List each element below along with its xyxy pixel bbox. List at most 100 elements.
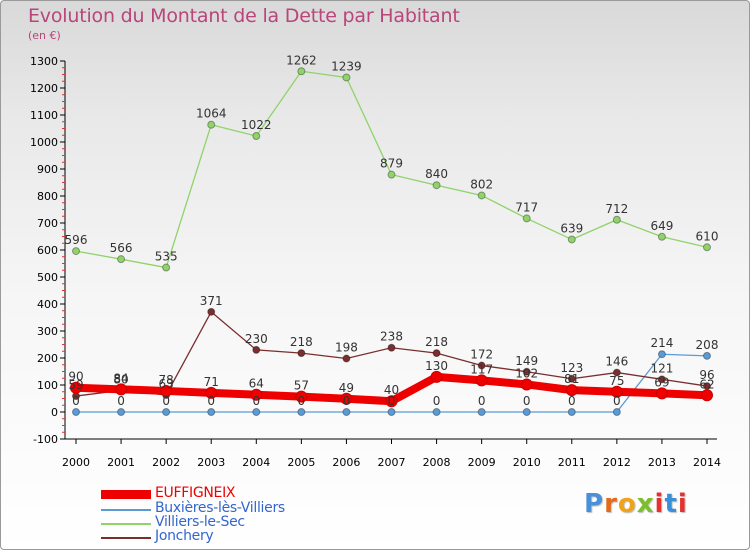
y-tick-label: -100 [33,433,58,446]
data-label: 121 [650,361,673,375]
x-tick-label: 2013 [648,456,676,469]
y-tick-label: 200 [37,352,58,365]
legend-swatch-buxieres [101,509,151,511]
data-label: 0 [162,394,170,408]
x-tick-label: 2009 [468,456,496,469]
data-point [387,170,396,179]
y-tick-label: 1200 [30,82,58,95]
legend-swatch-euffigneix [101,490,151,499]
y-tick-label: 100 [37,379,58,392]
data-point [520,378,533,391]
data-label: 0 [298,394,306,408]
x-tick-label: 2014 [693,456,721,469]
data-point [612,408,621,416]
data-point [610,385,623,398]
data-label: 0 [478,394,486,408]
data-point [117,255,126,264]
x-tick-label: 2012 [603,456,631,469]
data-label: 172 [470,348,493,362]
logo-letter: o [617,489,637,519]
data-label: 208 [696,338,719,352]
legend-label-buxieres: Buxières-lès-Villiers [155,500,285,516]
data-point [477,361,486,370]
x-tick-label: 2004 [242,456,270,469]
data-label: 238 [380,330,403,344]
y-tick-label: 500 [37,271,58,284]
y-tick-label: 1000 [30,136,58,149]
data-label: 879 [380,157,403,171]
data-label: 840 [425,167,448,181]
legend-label-villiers: Villiers-le-Sec [155,514,245,530]
data-point [565,384,578,397]
data-label: 64 [249,377,264,391]
data-point [162,263,171,272]
data-point [250,388,263,401]
data-label: 81 [564,372,579,386]
y-tick-label: 800 [37,190,58,203]
data-point [655,387,668,400]
data-point [522,214,531,223]
data-label: 371 [200,294,223,308]
data-point [342,354,351,363]
data-point [72,408,80,416]
logo-letter: i [654,489,665,519]
legend-label-euffigneix: EUFFIGNEIX [155,485,236,501]
x-tick-label: 2008 [423,456,451,469]
data-point [657,375,666,384]
data-label: 0 [613,394,621,408]
data-point [477,408,486,416]
data-point [657,350,666,359]
chart-title: Evolution du Montant de la Dette par Hab… [28,5,460,27]
data-point [432,181,441,190]
y-tick-label: 0 [51,406,58,419]
data-point [117,408,126,416]
x-tick-label: 2001 [107,456,135,469]
data-label: 0 [433,394,441,408]
data-label: 84 [113,371,128,385]
data-label: 198 [335,341,358,355]
data-label: 0 [117,394,125,408]
data-point [432,349,441,358]
data-label: 117 [470,362,493,376]
x-tick-label: 2000 [62,456,90,469]
data-point [115,383,128,396]
data-label: 639 [560,221,583,235]
data-label: 0 [343,394,351,408]
data-point [342,73,351,82]
data-label: 0 [568,394,576,408]
data-point [252,345,261,354]
data-point [205,386,218,399]
logo-letter: x [636,489,655,519]
data-label: 40 [384,383,399,397]
data-point [567,408,576,416]
data-label: 80 [113,372,128,386]
y-tick-label: 400 [37,298,58,311]
data-point [612,368,621,377]
data-label: 0 [72,394,80,408]
data-label: 63 [159,377,174,391]
logo-letter: P [584,489,605,519]
data-label: 130 [425,359,448,373]
data-label: 1064 [196,107,227,121]
data-point [162,408,171,416]
data-label: 596 [65,233,88,247]
logo-letter: i [677,489,688,519]
data-label: 230 [245,332,268,346]
data-point [297,408,306,416]
x-tick-label: 2010 [513,456,541,469]
data-label: 0 [252,394,260,408]
data-point [387,408,396,416]
data-point [612,215,621,224]
data-label: 57 [294,379,309,393]
data-label: 0 [207,394,215,408]
data-label: 59 [68,378,83,392]
data-label: 146 [605,355,628,369]
data-point [657,232,666,241]
data-point [252,132,261,141]
data-point [342,408,351,416]
data-point [72,247,80,256]
y-tick-label: 1300 [30,55,58,68]
data-point [160,384,173,397]
